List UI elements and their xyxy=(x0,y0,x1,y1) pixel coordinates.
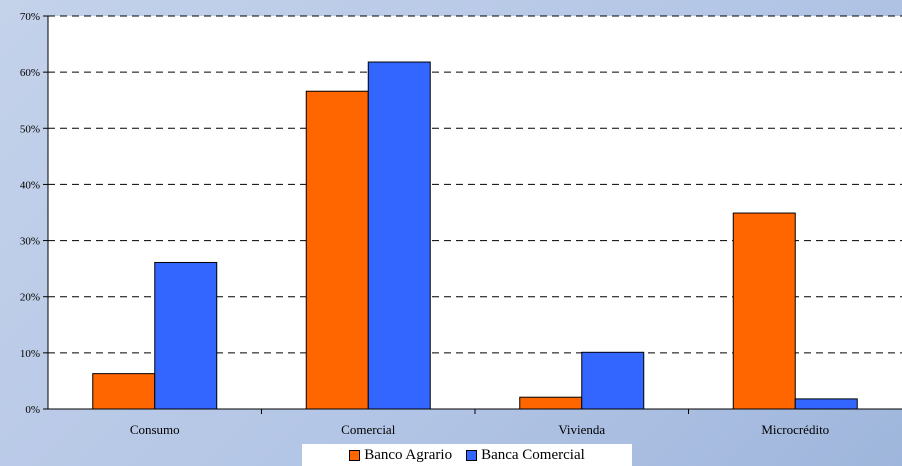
legend-label-banco-agrario: Banco Agrario xyxy=(364,446,453,463)
x-tick-label: Comercial xyxy=(341,422,396,437)
y-tick-label: 30% xyxy=(20,236,40,248)
bar-banca-comercial xyxy=(794,398,858,410)
bar-banca-comercial xyxy=(581,351,645,410)
axes xyxy=(43,15,902,414)
y-tick-label: 0% xyxy=(25,404,40,416)
legend-item-banco-agrario: Banco Agrario xyxy=(349,447,452,464)
legend: Banco Agrario Banca Comercial xyxy=(302,444,632,466)
bar-banco-agrario xyxy=(305,90,369,410)
legend-swatch-banco-agrario xyxy=(349,449,361,461)
x-tick-labels: Consumo Comercial Vivienda Microcrédito xyxy=(130,422,829,437)
y-tick-label: 10% xyxy=(20,348,40,360)
bar-banca-comercial xyxy=(154,261,218,410)
y-tick-label: 20% xyxy=(20,292,40,304)
y-tick-label: 40% xyxy=(20,179,40,191)
legend-swatch-banca-comercial xyxy=(466,449,478,461)
x-tick-label: Vivienda xyxy=(558,422,605,437)
bar-banco-agrario xyxy=(732,212,796,410)
bar-banco-agrario xyxy=(92,373,156,410)
y-tick-labels: 0% 10% 20% 30% 40% 50% 60% 70% xyxy=(20,11,40,416)
bar-banca-comercial xyxy=(367,61,431,410)
legend-item-banca-comercial: Banca Comercial xyxy=(466,447,585,464)
legend-label-banca-comercial: Banca Comercial xyxy=(481,446,585,463)
x-tick-label: Microcrédito xyxy=(761,422,829,437)
bars xyxy=(92,61,858,410)
x-tick-label: Consumo xyxy=(130,422,180,437)
bar-banco-agrario xyxy=(519,396,583,410)
y-tick-label: 60% xyxy=(20,67,40,79)
y-tick-label: 50% xyxy=(20,123,40,135)
y-tick-label: 70% xyxy=(20,11,40,23)
